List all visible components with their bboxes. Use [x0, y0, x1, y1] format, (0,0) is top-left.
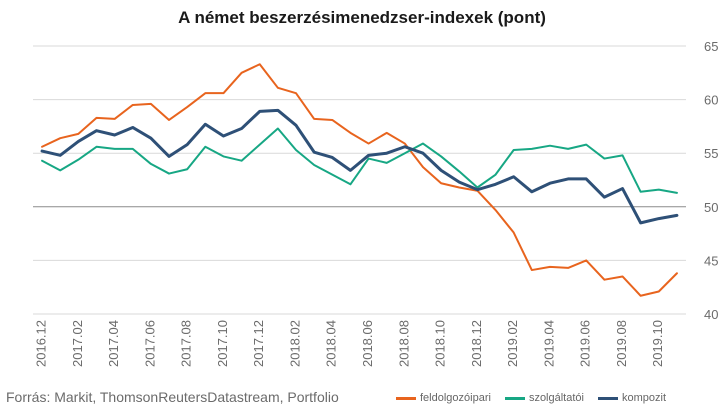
x-tick-label: 2018.08: [396, 320, 411, 367]
y-tick-label: 60: [704, 93, 718, 108]
x-tick-label: 2017.12: [251, 320, 266, 367]
x-tick-label: 2019.08: [614, 320, 629, 367]
series-line-feldolgozoipari: [41, 63, 678, 297]
x-tick-label: 2017.06: [142, 320, 157, 367]
y-tick-label: 50: [704, 200, 718, 215]
y-tick-label: 65: [704, 39, 718, 54]
y-tick-label: 40: [704, 307, 718, 322]
grid-layer: [33, 45, 686, 315]
legend-label-kompozit: kompozit: [621, 392, 667, 404]
series-layer: [40, 63, 679, 297]
x-tick-label: 2018.02: [287, 320, 302, 367]
series-line-kompozit: [40, 108, 679, 225]
legend-label-szolgaltatoi: szolgáltatói: [528, 392, 584, 404]
source-note: Forrás: Markit, ThomsonReutersDatastream…: [6, 389, 339, 405]
y-tick-label: 55: [704, 146, 718, 161]
x-tick-label: 2019.06: [578, 320, 593, 367]
series-line-szolgaltatoi: [41, 127, 678, 194]
legend-swatch-szolgaltatoi: [504, 396, 525, 400]
legend-item-kompozit: kompozit: [597, 392, 667, 404]
legend: feldolgozóipari szolgáltatói kompozit: [396, 392, 666, 404]
x-tick-label: 2018.04: [324, 320, 339, 367]
x-tick-label: 2017.08: [179, 320, 194, 367]
legend-swatch-feldolgozoipari: [396, 396, 416, 400]
x-tick-label: 2018.10: [433, 320, 448, 367]
x-tick-label: 2017.04: [106, 320, 121, 367]
legend-item-feldolgozoipari: feldolgozóipari: [396, 392, 491, 404]
y-tick-labels: 40 45 50 55 60 65: [704, 39, 718, 322]
x-tick-label: 2018.06: [360, 320, 375, 367]
x-tick-label: 2017.02: [70, 320, 85, 367]
x-tick-label: 2019.10: [650, 320, 665, 367]
x-tick-label: 2019.02: [505, 320, 520, 367]
x-tick-label: 2019.04: [541, 320, 556, 367]
y-tick-label: 45: [704, 253, 718, 268]
legend-label-feldolgozoipari: feldolgozóipari: [420, 392, 491, 404]
x-tick-label: 2018.12: [469, 320, 484, 367]
legend-item-szolgaltatoi: szolgáltatói: [504, 392, 584, 404]
x-tick-label: 2016.12: [34, 320, 49, 367]
chart-title: A német beszerzésimenedzser-indexek (pon…: [178, 8, 546, 27]
x-tick-label: 2017.10: [215, 320, 230, 367]
legend-swatch-kompozit: [597, 396, 618, 400]
x-tick-labels: 2016.12 2017.02 2017.04 2017.06 2017.08 2017.…: [34, 320, 666, 367]
